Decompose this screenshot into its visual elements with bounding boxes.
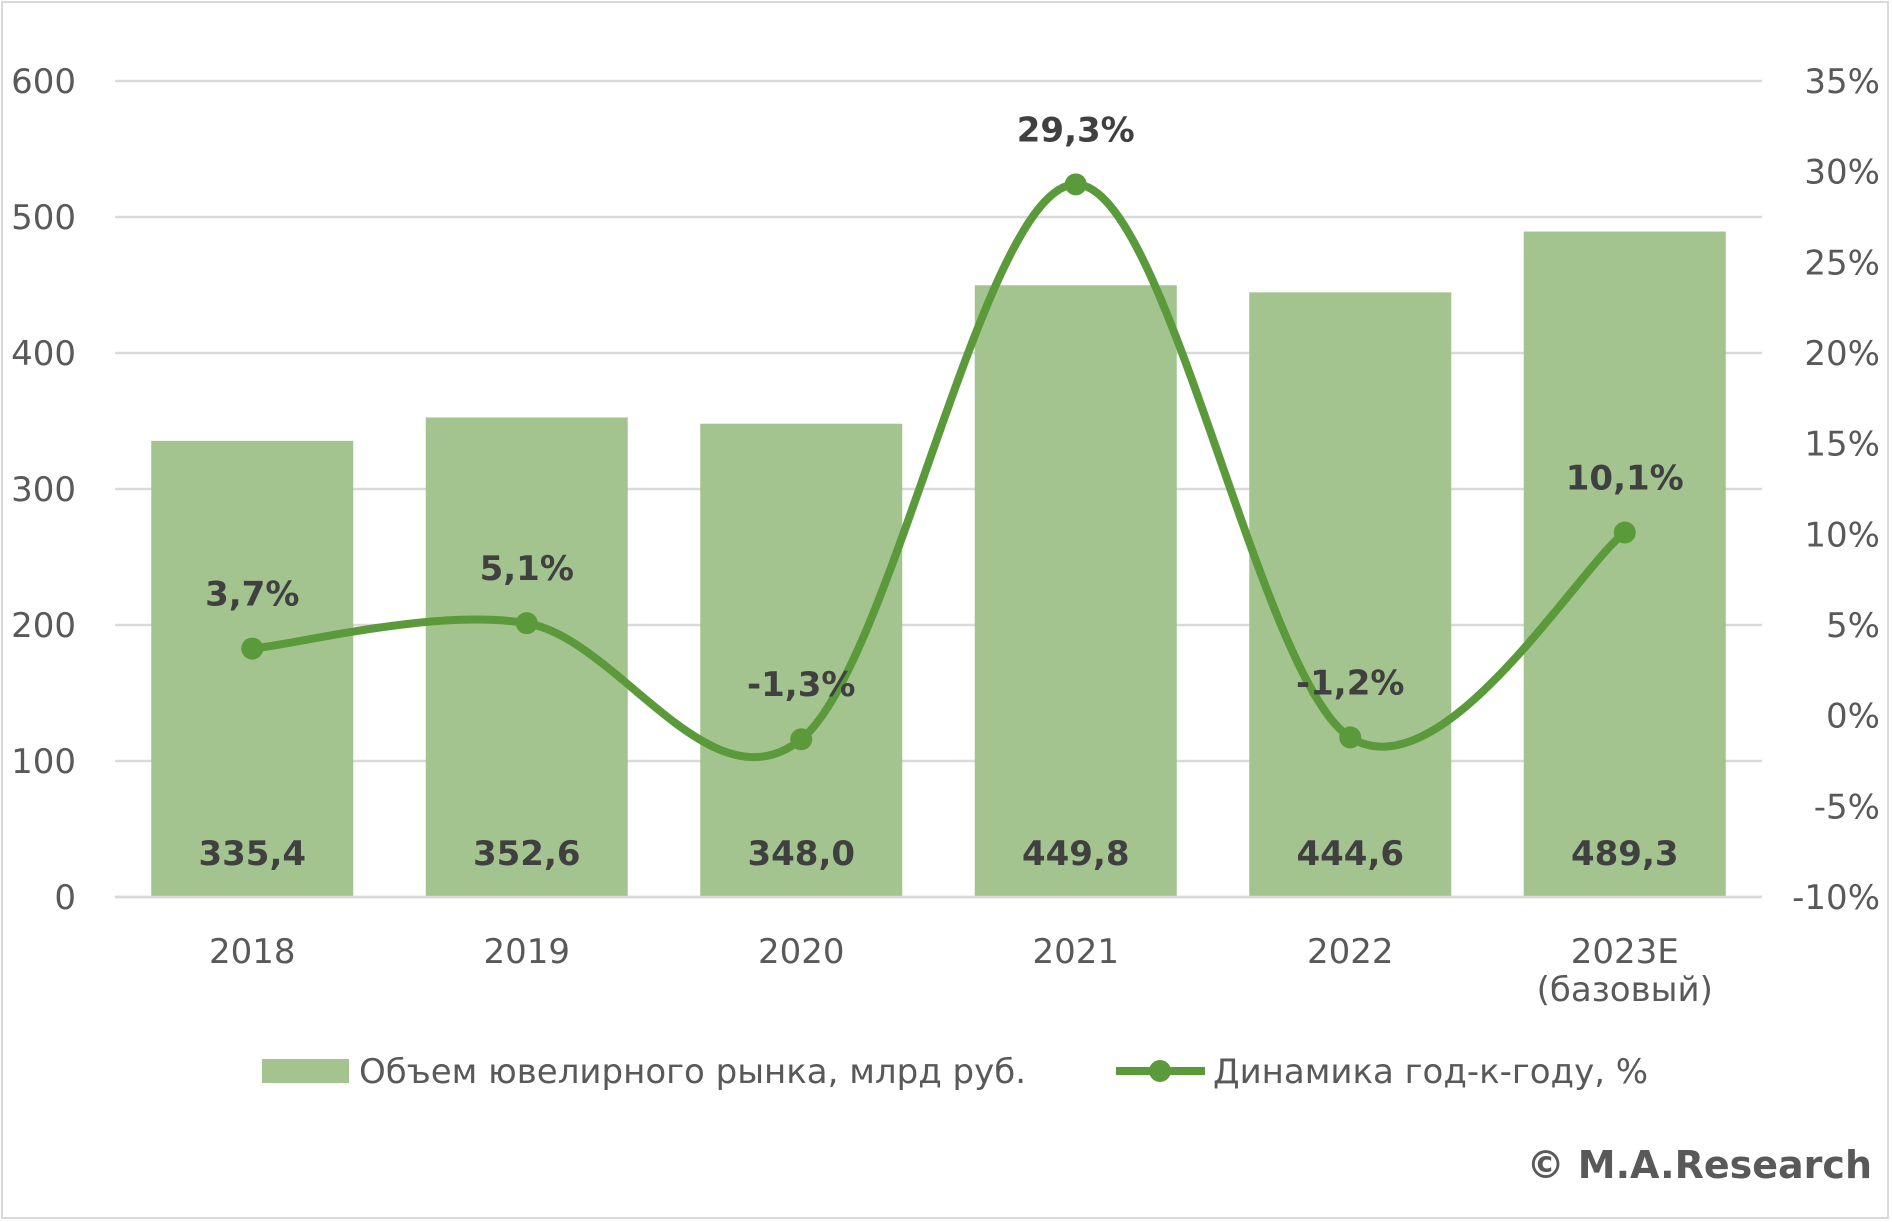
- y-right-tick-label: 5%: [1826, 606, 1880, 646]
- growth-marker: [1339, 726, 1362, 749]
- y-right-tick-label: -10%: [1792, 878, 1880, 918]
- y-left-tick-label: 300: [11, 470, 76, 510]
- y-left-tick-label: 400: [11, 334, 76, 374]
- y-right-tick-label: 15%: [1804, 425, 1880, 465]
- growth-value-label: -1,2%: [1296, 663, 1404, 703]
- growth-marker: [515, 612, 538, 635]
- y-right-tick-label: 20%: [1804, 334, 1880, 374]
- y-right-tick-label: 25%: [1804, 243, 1880, 283]
- x-tick-label: 2022: [1307, 932, 1394, 972]
- bar: [700, 423, 903, 897]
- legend-line-label: Динамика год-к-году, %: [1213, 1052, 1648, 1092]
- credit-label: © M.A.Research: [1527, 1143, 1872, 1187]
- y-right-tick-label: 10%: [1804, 515, 1880, 555]
- bar: [1523, 231, 1726, 897]
- growth-value-label: 3,7%: [205, 575, 299, 615]
- y-right-tick-label: 0%: [1826, 697, 1880, 737]
- x-tick-label: 2019: [483, 932, 570, 972]
- y-right-tick-label: -5%: [1814, 787, 1880, 827]
- growth-marker: [1064, 173, 1087, 196]
- growth-marker: [1613, 521, 1636, 544]
- x-tick-label: 2018: [209, 932, 296, 972]
- x-tick-label: (базовый): [1537, 970, 1713, 1010]
- y-left-tick-label: 200: [11, 606, 76, 646]
- growth-value-label: 10,1%: [1566, 459, 1684, 499]
- bar: [974, 285, 1177, 898]
- bar: [1249, 292, 1452, 897]
- y-left-tick-label: 500: [11, 198, 76, 238]
- y-right-tick-label: 35%: [1804, 62, 1880, 102]
- bar-value-label: 449,8: [1022, 834, 1130, 874]
- bar-value-label: 348,0: [747, 834, 855, 874]
- y-right-tick-label: 30%: [1804, 153, 1880, 193]
- bar-value-label: 489,3: [1571, 834, 1679, 874]
- legend-bar-swatch: [262, 1059, 349, 1083]
- growth-value-label: 5,1%: [480, 549, 574, 589]
- bar-value-label: 444,6: [1296, 834, 1404, 874]
- x-tick-label: 2021: [1032, 932, 1119, 972]
- growth-marker: [790, 728, 813, 751]
- growth-value-label: 29,3%: [1017, 110, 1135, 150]
- x-tick-label: 2020: [758, 932, 845, 972]
- x-tick-label: 2023E: [1571, 932, 1679, 972]
- legend-bar-label: Объем ювелирного рынка, млрд руб.: [359, 1052, 1026, 1092]
- bar: [151, 440, 354, 897]
- bar-value-label: 352,6: [473, 834, 581, 874]
- legend-line-marker: [1149, 1060, 1171, 1082]
- bar-value-label: 335,4: [198, 834, 306, 874]
- y-left-tick-label: 600: [11, 62, 76, 102]
- y-left-tick-label: 100: [11, 742, 76, 782]
- y-left-tick-label: 0: [54, 878, 76, 918]
- growth-marker: [241, 637, 264, 660]
- growth-value-label: -1,3%: [747, 665, 855, 705]
